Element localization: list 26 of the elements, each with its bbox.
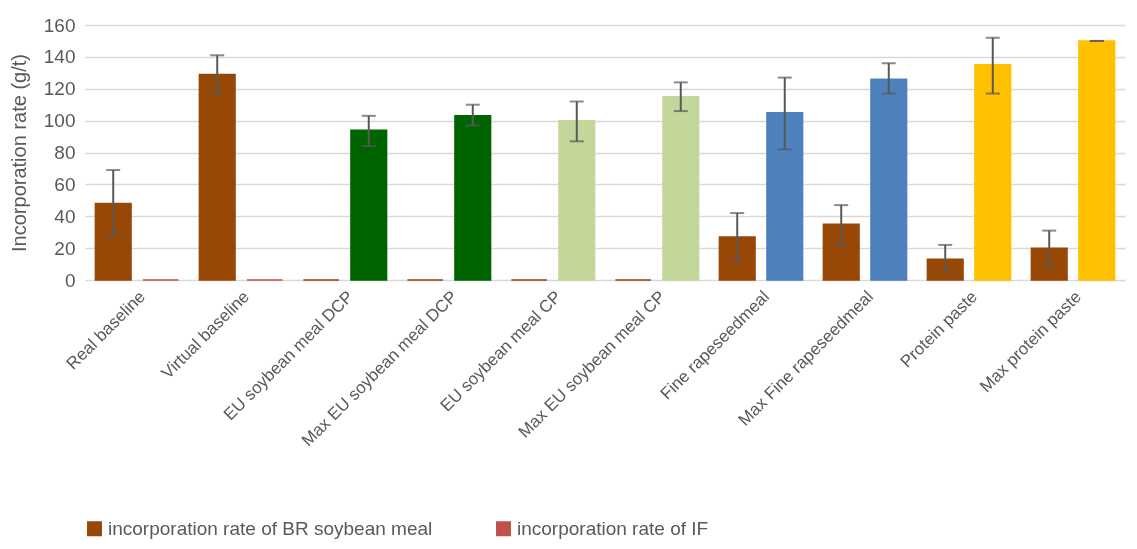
bar — [822, 223, 860, 281]
bar — [870, 78, 908, 281]
bar — [1030, 247, 1068, 281]
bar — [718, 236, 756, 281]
y-tick-label: 20 — [54, 237, 76, 259]
y-tick-label: 100 — [43, 110, 76, 132]
y-tick-label: 0 — [64, 269, 76, 291]
bar — [766, 111, 804, 281]
y-tick-label: 60 — [54, 173, 76, 195]
bar — [94, 202, 132, 281]
bar — [974, 64, 1012, 281]
y-tick-label: 40 — [54, 205, 76, 227]
bar — [1078, 40, 1116, 281]
bar — [454, 115, 492, 281]
y-axis-title: Incorporation rate (g/t) — [7, 54, 30, 252]
bar — [926, 258, 964, 281]
y-tick-label: 140 — [43, 46, 76, 68]
y-tick-label: 160 — [43, 14, 76, 36]
legend-label: incorporation rate of IF — [517, 517, 709, 539]
bar — [198, 73, 236, 281]
y-tick-label: 80 — [54, 142, 76, 163]
legend-label: incorporation rate of BR soybean meal — [108, 517, 433, 539]
y-tick-label: 120 — [43, 78, 76, 100]
bar — [558, 119, 596, 281]
bar — [662, 95, 700, 281]
bar — [350, 129, 388, 281]
